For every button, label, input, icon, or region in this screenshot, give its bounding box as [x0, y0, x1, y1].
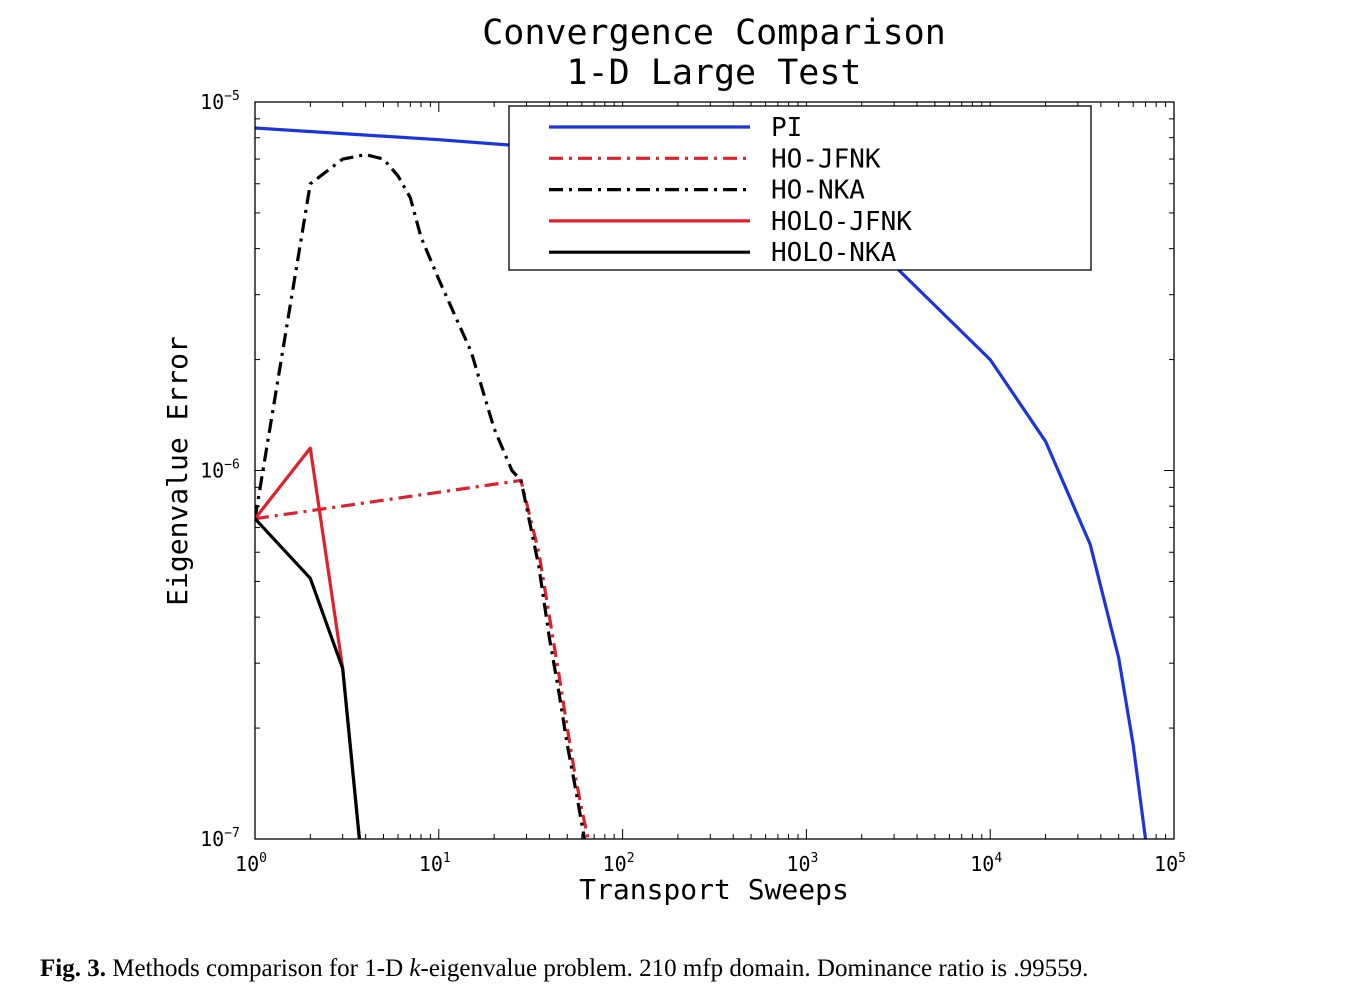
chart-subtitle: 1-D Large Test [566, 53, 861, 93]
x-tick-label: 103 [786, 851, 818, 876]
legend-label-ho-jfnk: HO-JFNK [771, 144, 881, 174]
x-axis-label: Transport Sweeps [579, 873, 849, 906]
y-tick-label: 10−5 [200, 89, 240, 114]
y-axis-label: Eigenvalue Error [161, 336, 194, 606]
tick-labels: 100 101 102 103 104 105 10−7 10−6 10−5 [200, 89, 1186, 876]
caption-label: Fig. 3. [40, 955, 106, 982]
legend-label-ho-nka: HO-NKA [771, 176, 865, 206]
x-tick-label: 100 [235, 851, 267, 876]
x-tick-label: 101 [419, 851, 451, 876]
caption-text-after: -eigenvalue problem. 210 mfp domain. Dom… [420, 955, 1089, 982]
legend-label-pi: PI [771, 113, 802, 143]
y-tick-label: 10−7 [200, 826, 240, 851]
series-line-holo-nka [255, 517, 361, 839]
series-line-ho-jfnk [255, 478, 590, 839]
legend-label-holo-nka: HOLO-NKA [771, 238, 897, 268]
x-tick-label: 104 [970, 851, 1002, 876]
series-line-ho-nka [255, 153, 586, 839]
chart-title: Convergence Comparison [482, 13, 946, 53]
caption-italic: k [409, 955, 421, 982]
chart-title-group: Convergence Comparison 1-D Large Test [482, 13, 946, 93]
plot-frame [254, 101, 1175, 840]
caption-text-before: Methods comparison for 1-D [105, 955, 410, 982]
y-tick-label: 10−6 [200, 458, 240, 483]
x-tick-label: 102 [603, 851, 635, 876]
legend-box [508, 105, 1092, 271]
x-tick-label: 105 [1154, 851, 1186, 876]
figure-caption: Fig. 3. Methods comparison for 1-D k-eig… [40, 955, 1340, 983]
legend-label-holo-jfnk: HOLO-JFNK [771, 207, 912, 237]
